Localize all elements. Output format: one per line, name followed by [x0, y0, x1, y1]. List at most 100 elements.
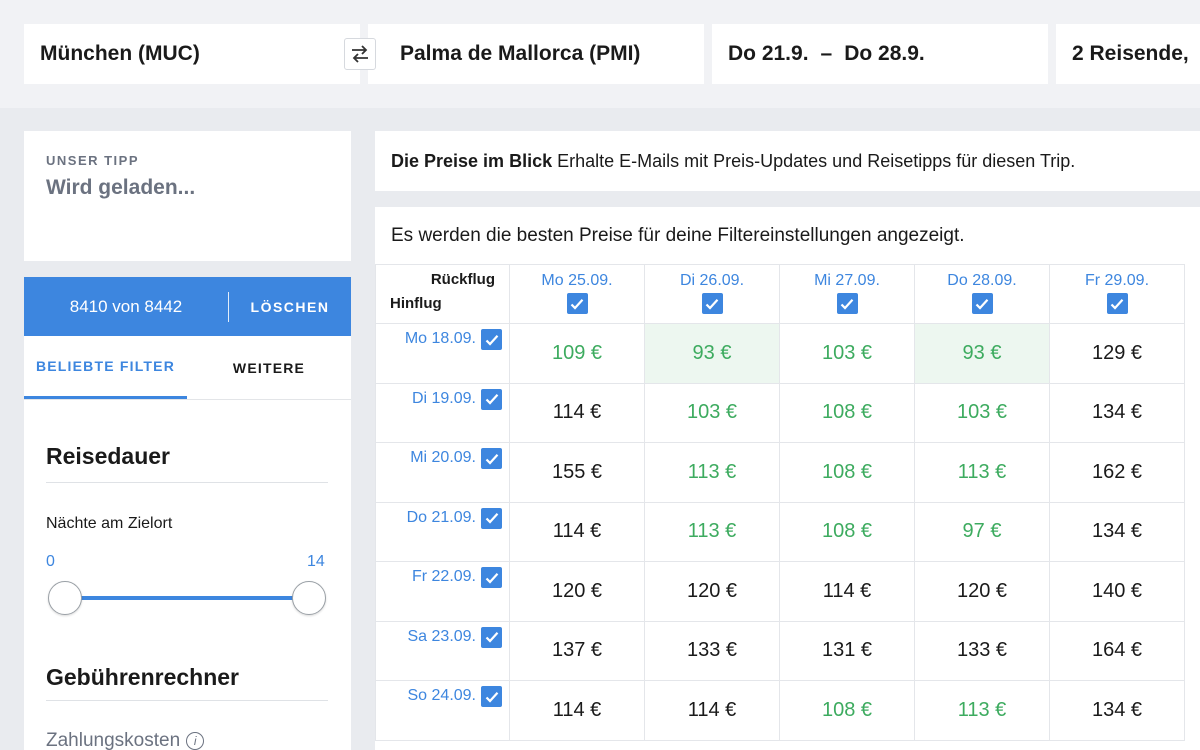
outbound-date-checkbox[interactable] — [481, 686, 502, 707]
price-cell[interactable]: 133 € — [644, 620, 780, 681]
travelers-field[interactable]: 2 Reisende, — [1056, 24, 1200, 84]
checkmark-icon — [485, 334, 498, 346]
price-cell[interactable]: 93 € — [914, 323, 1050, 384]
nights-slider-track[interactable] — [65, 596, 309, 600]
price-cell[interactable]: 103 € — [644, 382, 780, 443]
price-cell[interactable]: 134 € — [1049, 382, 1185, 443]
price-cell[interactable]: 134 € — [1049, 501, 1185, 562]
price-cell[interactable]: 93 € — [644, 323, 780, 384]
price-cell[interactable]: 120 € — [509, 561, 645, 622]
outbound-date-label: Do 21.09. — [406, 508, 476, 526]
price-cell[interactable]: 140 € — [1049, 561, 1185, 622]
checkmark-icon — [485, 632, 498, 643]
tab-popular-filters[interactable]: BELIEBTE FILTER — [24, 336, 187, 399]
price-cell[interactable]: 108 € — [779, 501, 915, 562]
origin-field[interactable]: München (MUC) — [24, 24, 360, 84]
price-cell[interactable]: 114 € — [644, 680, 780, 741]
outbound-date-row-header: Mi 20.09. — [375, 442, 510, 503]
outbound-date-label: So 24.09. — [407, 687, 477, 704]
info-icon[interactable]: i — [186, 731, 205, 750]
return-date-checkbox[interactable] — [1106, 293, 1128, 314]
outbound-date-label: Di 19.09. — [411, 389, 476, 407]
price-cell[interactable]: 113 € — [914, 680, 1050, 741]
checkmark-icon — [485, 691, 498, 703]
price-cell[interactable]: 97 € — [914, 501, 1050, 562]
return-date-column-header: Mi 27.09. — [779, 264, 915, 324]
price-cell[interactable]: 114 € — [509, 382, 645, 443]
outbound-date-row-header: Do 21.09. — [375, 501, 510, 562]
table-row: Sa 23.09. 137 €133 €131 €133 €164 € — [375, 620, 1185, 681]
tab-more-filters[interactable]: WEITERE — [232, 359, 306, 376]
price-cell[interactable]: 162 € — [1049, 442, 1185, 503]
outbound-date-checkbox[interactable] — [481, 329, 502, 350]
return-date-column-header: Mo 25.09. — [509, 264, 645, 324]
result-count: 8410 von 8442 — [69, 296, 183, 316]
outbound-axis-label: Hinflug — [390, 295, 442, 312]
price-cell[interactable]: 109 € — [509, 323, 645, 384]
checkmark-icon — [485, 394, 498, 405]
return-date: Do 28.9. — [844, 42, 925, 65]
price-cell[interactable]: 114 € — [779, 561, 915, 622]
destination-field[interactable]: Palma de Mallorca (PMI) — [368, 24, 704, 84]
return-date-label: Mo 25.09. — [541, 272, 613, 289]
outbound-date-label: Mi 20.09. — [410, 449, 476, 466]
price-cell[interactable]: 113 € — [644, 442, 780, 503]
nights-slider-min-handle[interactable] — [48, 581, 82, 615]
checkmark-icon — [840, 298, 854, 310]
outbound-date-row-header: So 24.09. — [375, 680, 510, 741]
outbound-date-row-header: Sa 23.09. — [375, 620, 510, 681]
return-axis-label: Rückflug — [430, 271, 495, 288]
table-row: Mi 20.09. 155 €113 €108 €113 €162 € — [375, 442, 1185, 503]
outbound-date-checkbox[interactable] — [481, 626, 502, 648]
return-date-checkbox[interactable] — [701, 293, 723, 314]
price-cell[interactable]: 113 € — [914, 442, 1050, 503]
price-cell[interactable]: 108 € — [779, 442, 915, 503]
price-cell[interactable]: 114 € — [509, 501, 645, 562]
return-date-checkbox[interactable] — [971, 293, 993, 314]
price-cell[interactable]: 108 € — [779, 382, 915, 443]
price-cell[interactable]: 103 € — [914, 382, 1050, 443]
swap-button[interactable] — [344, 38, 376, 70]
price-cell[interactable]: 131 € — [779, 620, 915, 681]
price-cell[interactable]: 155 € — [509, 442, 645, 503]
outbound-date-checkbox[interactable] — [481, 448, 502, 469]
outbound-date-checkbox[interactable] — [481, 567, 502, 588]
count-divider — [228, 291, 229, 322]
table-row: Di 19.09. 114 €103 €108 €103 €134 € — [375, 382, 1185, 443]
price-cell[interactable]: 137 € — [509, 620, 645, 681]
outbound-date-label: Mo 18.09. — [404, 330, 476, 347]
price-alert-text: Erhalte E-Mails mit Preis-Updates und Re… — [557, 150, 1076, 171]
table-row: Mo 18.09. 109 €93 €103 €93 €129 € — [375, 323, 1185, 384]
outbound-date-row-header: Mo 18.09. — [375, 323, 510, 384]
price-cell[interactable]: 113 € — [644, 501, 780, 562]
price-cell[interactable]: 103 € — [779, 323, 915, 384]
outbound-date-checkbox[interactable] — [481, 388, 502, 410]
price-cell[interactable]: 134 € — [1049, 680, 1185, 741]
outbound-date-checkbox[interactable] — [481, 507, 502, 529]
outbound-date-label: Fr 22.09. — [411, 568, 476, 585]
table-row: Do 21.09. 114 €113 €108 €97 €134 € — [375, 501, 1185, 562]
price-cell[interactable]: 120 € — [914, 561, 1050, 622]
price-alert-banner[interactable]: Die Preise im Blick Erhalte E-Mails mit … — [375, 131, 1200, 191]
return-date-label: Do 28.09. — [947, 272, 1017, 289]
price-cell[interactable]: 164 € — [1049, 620, 1185, 681]
price-cell[interactable]: 120 € — [644, 561, 780, 622]
filter-panel: BELIEBTE FILTER WEITERE Reisedauer Nächt… — [24, 336, 351, 750]
price-cell[interactable]: 108 € — [779, 680, 915, 741]
return-date-checkbox[interactable] — [566, 293, 588, 314]
dates-field[interactable]: Do 21.9. – Do 28.9. — [712, 24, 1048, 84]
return-date-label: Mi 27.09. — [814, 272, 880, 289]
price-matrix: Es werden die besten Preise für deine Fi… — [375, 207, 1200, 750]
checkmark-icon — [1110, 298, 1124, 310]
price-cell[interactable]: 133 € — [914, 620, 1050, 681]
nights-slider-max-handle[interactable] — [292, 581, 326, 615]
tip-value: Wird geladen... — [46, 176, 196, 199]
outbound-date-row-header: Fr 22.09. — [375, 561, 510, 622]
price-cell[interactable]: 129 € — [1049, 323, 1185, 384]
checkmark-icon — [705, 298, 719, 310]
return-date-checkbox[interactable] — [836, 293, 858, 314]
outbound-date-label: Sa 23.09. — [407, 627, 477, 645]
price-cell[interactable]: 114 € — [509, 680, 645, 741]
matrix-hint: Es werden die besten Preise für deine Fi… — [391, 225, 965, 246]
clear-filters-button[interactable]: LÖSCHEN — [250, 298, 330, 315]
